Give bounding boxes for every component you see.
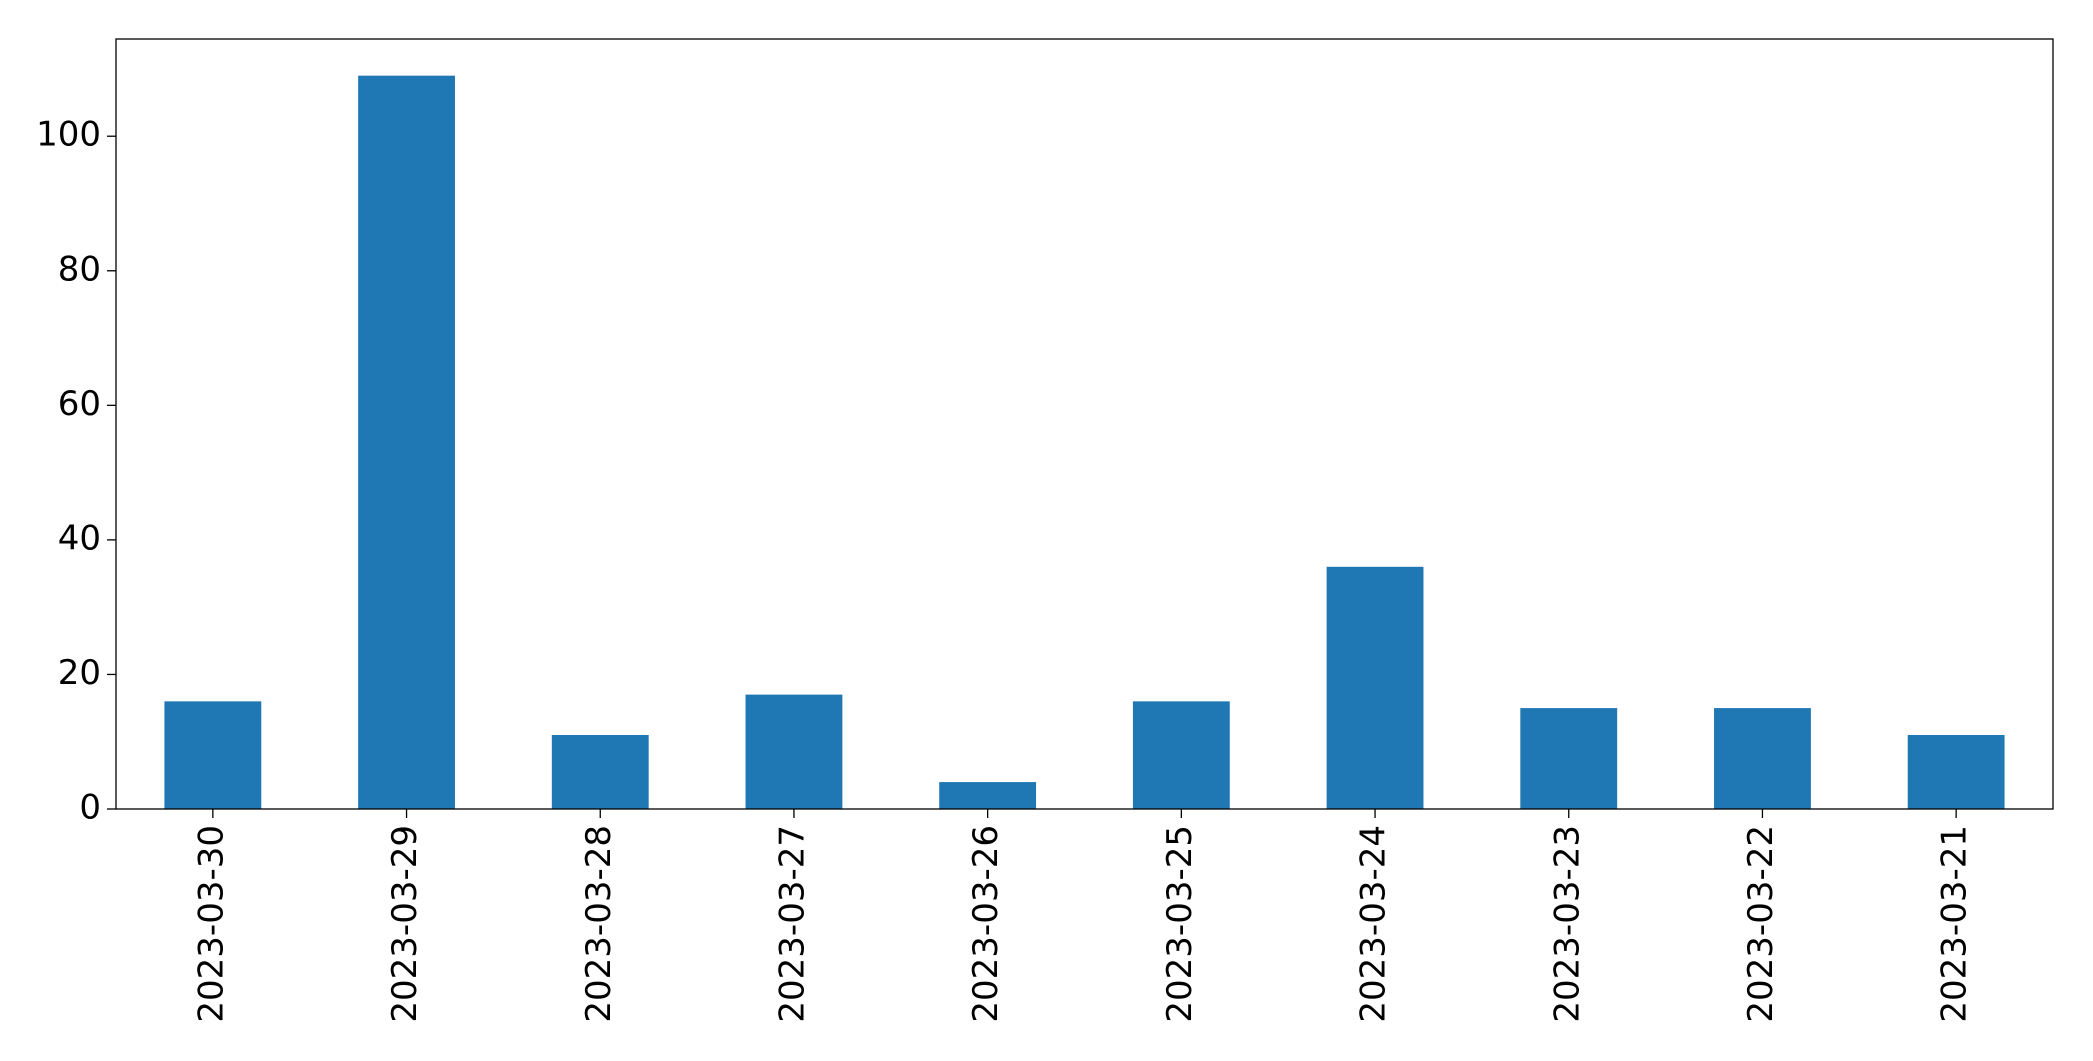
y-tick-label: 0 (79, 788, 101, 828)
bar (1326, 566, 1424, 809)
x-tick-label: 2023-03-29 (385, 825, 425, 1023)
bar (551, 734, 649, 809)
y-tick-label: 80 (58, 249, 101, 289)
bar (745, 694, 843, 809)
plot-frame (115, 38, 2054, 810)
x-tick-label: 2023-03-28 (579, 825, 619, 1023)
y-tick-label: 60 (58, 384, 101, 424)
y-tick-label: 20 (58, 653, 101, 693)
bar (1132, 701, 1230, 809)
y-tick-label: 40 (58, 518, 101, 558)
y-tick-label: 100 (36, 115, 101, 155)
bar (164, 701, 262, 809)
x-tick-label: 2023-03-23 (1547, 825, 1587, 1023)
x-tick-label: 2023-03-26 (966, 825, 1006, 1023)
bar (358, 75, 455, 809)
x-tick-label: 2023-03-21 (1935, 825, 1975, 1023)
x-tick-label: 2023-03-24 (1354, 825, 1394, 1023)
x-tick-label: 2023-03-22 (1741, 825, 1781, 1023)
x-tick-label: 2023-03-30 (191, 825, 231, 1023)
bar (1714, 708, 1811, 809)
bar (1907, 734, 2005, 809)
bar (939, 782, 1037, 809)
bar (1520, 708, 1618, 809)
x-tick-label: 2023-03-25 (1160, 825, 1200, 1023)
x-tick-label: 2023-03-27 (772, 825, 812, 1023)
